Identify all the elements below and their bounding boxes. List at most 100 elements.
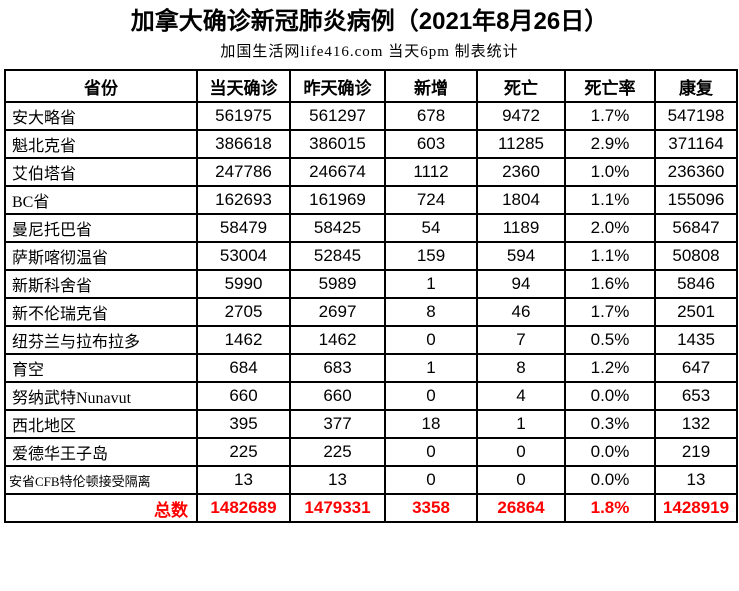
cell-recovered: 132 — [654, 409, 738, 439]
cell-death-rate: 1.7% — [564, 297, 656, 327]
cell-province: 新斯科舍省 — [4, 269, 198, 299]
cell-province: 育空 — [4, 353, 198, 383]
total-label: 总数 — [4, 493, 198, 523]
total-new: 3358 — [384, 493, 478, 523]
cell-yesterday: 161969 — [289, 185, 386, 215]
cell-recovered: 653 — [654, 381, 738, 411]
cell-deaths: 46 — [476, 297, 566, 327]
cell-recovered: 5846 — [654, 269, 738, 299]
cell-death-rate: 0.0% — [564, 381, 656, 411]
cell-province: 安省CFB特伦顿接受隔离 — [4, 465, 198, 495]
cell-recovered: 50808 — [654, 241, 738, 271]
cell-yesterday: 13 — [289, 465, 386, 495]
covid-table: 省份 当天确诊 昨天确诊 新增 死亡 死亡率 康复 安大略省 561975 56… — [4, 69, 738, 523]
cell-new: 1112 — [384, 157, 478, 187]
total-recovered: 1428919 — [654, 493, 738, 523]
cell-death-rate: 1.1% — [564, 241, 656, 271]
cell-death-rate: 0.0% — [564, 465, 656, 495]
table-row: 纽芬兰与拉布拉多 1462 1462 0 7 0.5% 1435 — [4, 325, 738, 355]
page-subtitle: 加国生活网life416.com 当天6pm 制表统计 — [220, 44, 519, 60]
cell-deaths: 0 — [476, 465, 566, 495]
cell-today: 1462 — [196, 325, 291, 355]
cell-province: 西北地区 — [4, 409, 198, 439]
cell-death-rate: 1.6% — [564, 269, 656, 299]
cell-today: 561975 — [196, 101, 291, 131]
cell-province: 萨斯喀彻温省 — [4, 241, 198, 271]
column-header-deaths: 死亡 — [476, 69, 566, 103]
cell-deaths: 8 — [476, 353, 566, 383]
table-row: 魁北克省 386618 386015 603 11285 2.9% 371164 — [4, 129, 738, 159]
cell-today: 53004 — [196, 241, 291, 271]
cell-today: 2705 — [196, 297, 291, 327]
cell-new: 54 — [384, 213, 478, 243]
cell-recovered: 219 — [654, 437, 738, 467]
table-row: 努纳武特Nunavut 660 660 0 4 0.0% 653 — [4, 381, 738, 411]
cell-deaths: 1189 — [476, 213, 566, 243]
total-row: 总数 1482689 1479331 3358 26864 1.8% 14289… — [4, 493, 738, 523]
column-header-yesterday: 昨天确诊 — [289, 69, 386, 103]
cell-yesterday: 2697 — [289, 297, 386, 327]
cell-today: 660 — [196, 381, 291, 411]
cell-deaths: 4 — [476, 381, 566, 411]
cell-today: 13 — [196, 465, 291, 495]
cell-new: 1 — [384, 353, 478, 383]
cell-recovered: 547198 — [654, 101, 738, 131]
cell-new: 18 — [384, 409, 478, 439]
cell-new: 8 — [384, 297, 478, 327]
cell-deaths: 11285 — [476, 129, 566, 159]
cell-death-rate: 0.3% — [564, 409, 656, 439]
total-today: 1482689 — [196, 493, 291, 523]
cell-yesterday: 561297 — [289, 101, 386, 131]
table-row: 萨斯喀彻温省 53004 52845 159 594 1.1% 50808 — [4, 241, 738, 271]
cell-new: 603 — [384, 129, 478, 159]
cell-today: 684 — [196, 353, 291, 383]
table-row: 育空 684 683 1 8 1.2% 647 — [4, 353, 738, 383]
cell-today: 395 — [196, 409, 291, 439]
table-row: BC省 162693 161969 724 1804 1.1% 155096 — [4, 185, 738, 215]
cell-deaths: 0 — [476, 437, 566, 467]
cell-province: 努纳武特Nunavut — [4, 381, 198, 411]
cell-deaths: 2360 — [476, 157, 566, 187]
cell-yesterday: 683 — [289, 353, 386, 383]
column-header-today: 当天确诊 — [196, 69, 291, 103]
table-row: 新斯科舍省 5990 5989 1 94 1.6% 5846 — [4, 269, 738, 299]
cell-recovered: 155096 — [654, 185, 738, 215]
table-row: 安省CFB特伦顿接受隔离 13 13 0 0 0.0% 13 — [4, 465, 738, 495]
cell-recovered: 13 — [654, 465, 738, 495]
cell-deaths: 594 — [476, 241, 566, 271]
cell-death-rate: 2.9% — [564, 129, 656, 159]
cell-death-rate: 0.5% — [564, 325, 656, 355]
cell-yesterday: 246674 — [289, 157, 386, 187]
cell-new: 0 — [384, 325, 478, 355]
cell-yesterday: 225 — [289, 437, 386, 467]
cell-death-rate: 1.1% — [564, 185, 656, 215]
table-row: 艾伯塔省 247786 246674 1112 2360 1.0% 236360 — [4, 157, 738, 187]
page-title: 加拿大确诊新冠肺炎病例（2021年8月26日） — [130, 8, 609, 35]
table-row: 爱德华王子岛 225 225 0 0 0.0% 219 — [4, 437, 738, 467]
cell-deaths: 9472 — [476, 101, 566, 131]
cell-death-rate: 0.0% — [564, 437, 656, 467]
cell-new: 678 — [384, 101, 478, 131]
table-row: 新不伦瑞克省 2705 2697 8 46 1.7% 2501 — [4, 297, 738, 327]
cell-yesterday: 58425 — [289, 213, 386, 243]
cell-province: BC省 — [4, 185, 198, 215]
cell-province: 爱德华王子岛 — [4, 437, 198, 467]
cell-death-rate: 1.2% — [564, 353, 656, 383]
cell-recovered: 56847 — [654, 213, 738, 243]
table-row: 安大略省 561975 561297 678 9472 1.7% 547198 — [4, 101, 738, 131]
total-yesterday: 1479331 — [289, 493, 386, 523]
cell-deaths: 7 — [476, 325, 566, 355]
cell-new: 0 — [384, 437, 478, 467]
cell-today: 5990 — [196, 269, 291, 299]
cell-today: 225 — [196, 437, 291, 467]
cell-recovered: 236360 — [654, 157, 738, 187]
cell-deaths: 94 — [476, 269, 566, 299]
cell-province: 新不伦瑞克省 — [4, 297, 198, 327]
total-deaths: 26864 — [476, 493, 566, 523]
column-header-death-rate: 死亡率 — [564, 69, 656, 103]
cell-yesterday: 52845 — [289, 241, 386, 271]
table-row: 曼尼托巴省 58479 58425 54 1189 2.0% 56847 — [4, 213, 738, 243]
cell-today: 386618 — [196, 129, 291, 159]
cell-province: 艾伯塔省 — [4, 157, 198, 187]
cell-new: 159 — [384, 241, 478, 271]
